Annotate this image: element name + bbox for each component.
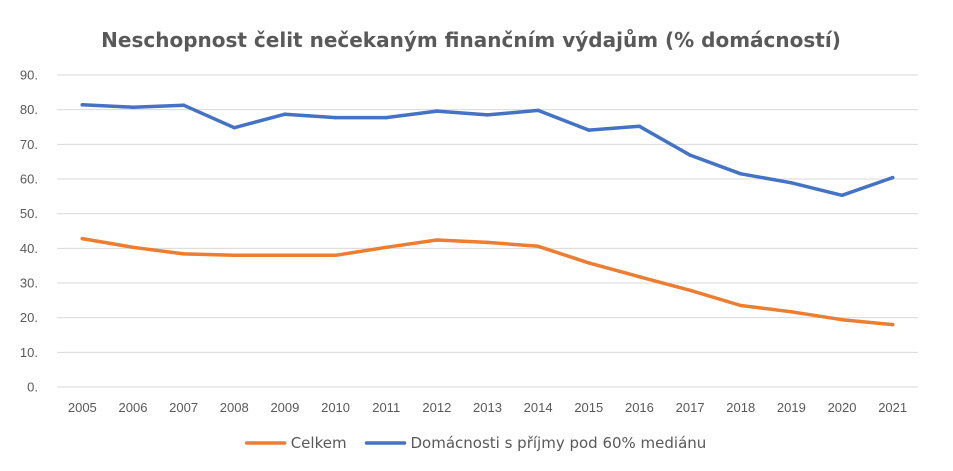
data-point [283, 253, 287, 258]
data-point [80, 103, 85, 107]
y-tick-label: 10. [20, 345, 38, 360]
legend-label: Domácnosti s příjmy pod 60% mediánu [411, 434, 707, 452]
x-tick-label: 2009 [270, 400, 299, 415]
y-tick-label: 70. [20, 137, 38, 152]
data-point [738, 172, 743, 176]
x-tick-label: 2018 [726, 400, 755, 415]
data-point [738, 303, 743, 308]
data-point [840, 317, 844, 322]
series-lines [80, 103, 895, 327]
data-point [637, 275, 642, 279]
data-point [232, 125, 237, 130]
data-point [232, 253, 237, 258]
data-point [637, 124, 642, 129]
data-point [333, 253, 338, 258]
data-point [435, 109, 439, 113]
data-point [536, 244, 540, 249]
data-point [435, 238, 439, 242]
data-point [485, 240, 490, 245]
x-tick-label: 2005 [68, 400, 97, 415]
series-0 [80, 236, 895, 327]
legend-item: Domácnosti s příjmy pod 60% mediánu [364, 434, 707, 452]
data-point [890, 322, 895, 327]
data-point [789, 310, 794, 314]
data-point [789, 181, 794, 185]
chart-title: Neschopnost čelit nečekaným finančním vý… [101, 28, 841, 52]
x-tick-label: 2006 [119, 400, 148, 415]
data-point [485, 113, 490, 117]
data-point [384, 115, 388, 120]
x-tick-label: 2014 [524, 400, 553, 415]
data-point [333, 115, 338, 120]
x-tick-label: 2016 [625, 400, 654, 415]
x-tick-label: 2010 [321, 400, 350, 415]
y-tick-label: 50. [20, 206, 38, 221]
data-point [181, 252, 186, 256]
gridlines [57, 74, 918, 388]
data-point [80, 236, 85, 241]
x-tick-label: 2011 [372, 400, 400, 415]
data-point [283, 112, 287, 116]
data-point [131, 105, 135, 109]
x-tick-label: 2007 [169, 400, 198, 415]
x-tick-label: 2012 [422, 400, 451, 415]
legend-label: Celkem [291, 434, 347, 452]
x-tick-label: 2020 [828, 400, 857, 415]
y-tick-label: 90. [20, 68, 38, 83]
data-point [890, 175, 895, 180]
x-tick-label: 2017 [676, 400, 705, 415]
y-tick-label: 60. [20, 172, 38, 187]
x-tick-label: 2021 [878, 400, 907, 415]
y-tick-label: 30. [20, 276, 38, 291]
y-tick-label: 80. [20, 102, 38, 117]
data-point [587, 261, 591, 265]
x-tick-label: 2008 [220, 400, 249, 415]
y-tick-label: 40. [20, 241, 38, 256]
series-line [80, 236, 895, 327]
data-point [536, 108, 540, 113]
y-tick-label: 0. [27, 380, 38, 395]
data-point [587, 128, 591, 132]
x-axis-tick-labels: 2005 2006 2007 2008 2009 2010 2011 2012 2013 2014… [68, 400, 907, 415]
data-point [688, 288, 692, 293]
data-point [181, 103, 186, 107]
legend-item: Celkem [244, 434, 347, 452]
data-point [840, 193, 844, 198]
data-point [384, 245, 388, 250]
x-tick-label: 2019 [777, 400, 806, 415]
y-axis-tick-labels: 90. 80. 70. 60. 50. 40. 30. 20. 10. 0. [20, 68, 38, 395]
series-1 [80, 103, 895, 198]
y-tick-label: 20. [20, 310, 38, 325]
series-line [80, 103, 895, 198]
legend: Celkem Domácnosti s příjmy pod 60% medián… [244, 434, 707, 452]
x-tick-label: 2013 [473, 400, 502, 415]
data-point [131, 245, 135, 250]
x-tick-label: 2015 [574, 400, 603, 415]
data-point [688, 153, 692, 157]
